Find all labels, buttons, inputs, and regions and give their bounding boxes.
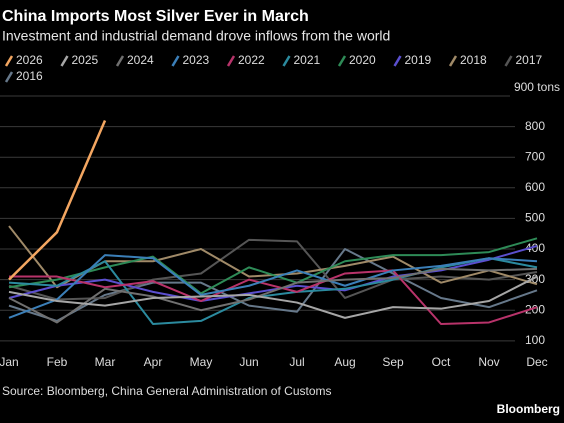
legend-label: 2024 [127, 53, 154, 67]
legend-label: 2025 [72, 53, 99, 67]
legend-label: 2016 [16, 69, 43, 83]
x-tick-label: Jul [289, 355, 304, 369]
legend-swatch [393, 55, 402, 67]
x-tick-label: Aug [334, 355, 355, 369]
y-tick-label: 600 [525, 180, 545, 194]
series-line [8, 254, 538, 319]
x-tick-label: Dec [526, 355, 547, 369]
brand: Bloomberg [497, 402, 560, 416]
legend-label: 2020 [349, 53, 376, 67]
legend-swatch [226, 55, 236, 67]
series-line [9, 269, 538, 325]
y-tick-label: 800 [525, 119, 545, 133]
x-tick-label: Sep [382, 355, 404, 369]
y-tick-label: 100 [525, 333, 545, 347]
y-tick-label: 700 [525, 149, 545, 163]
chart-title: China Imports Most Silver Ever in March [2, 8, 309, 25]
legend-swatch [171, 55, 180, 67]
legend-swatch [448, 55, 458, 67]
legend-label: 2019 [405, 53, 432, 67]
legend-swatch [282, 55, 291, 67]
legend-label: 2017 [516, 53, 543, 67]
y-tick-label: 200 [525, 302, 545, 316]
legend-swatch [4, 71, 14, 83]
series-line [8, 237, 538, 295]
x-tick-label: Feb [47, 355, 68, 369]
x-tick-label: Oct [432, 355, 451, 369]
y-tick-label: 400 [525, 241, 545, 255]
series-line [8, 238, 538, 301]
series-line [8, 119, 107, 281]
legend-swatch [4, 55, 14, 67]
source-note: Source: Bloomberg, China General Adminis… [2, 384, 332, 398]
x-tick-label: Apr [144, 355, 163, 369]
x-tick-label: May [190, 355, 213, 369]
legend-swatch [337, 55, 347, 67]
legend-label: 2022 [238, 53, 265, 67]
legend-label: 2026 [16, 53, 43, 67]
legend-label: 2021 [294, 53, 321, 67]
legend-label: 2018 [460, 53, 487, 67]
chart-subtitle: Investment and industrial demand drove i… [2, 28, 390, 44]
series-line [8, 275, 538, 319]
x-tick-label: Jun [239, 355, 258, 369]
legend-swatch [115, 55, 125, 67]
legend-swatch [504, 55, 513, 67]
y-tick-label: 500 [525, 211, 545, 225]
legend-label: 2023 [183, 53, 210, 67]
legend-swatch [60, 55, 69, 67]
series-line [8, 267, 538, 324]
x-tick-label: Jan [0, 355, 19, 369]
x-tick-label: Nov [478, 355, 499, 369]
x-tick-label: Mar [95, 355, 116, 369]
series-line [8, 257, 538, 325]
y-tick-label: 900 tons [514, 80, 560, 94]
series-line [8, 248, 538, 322]
